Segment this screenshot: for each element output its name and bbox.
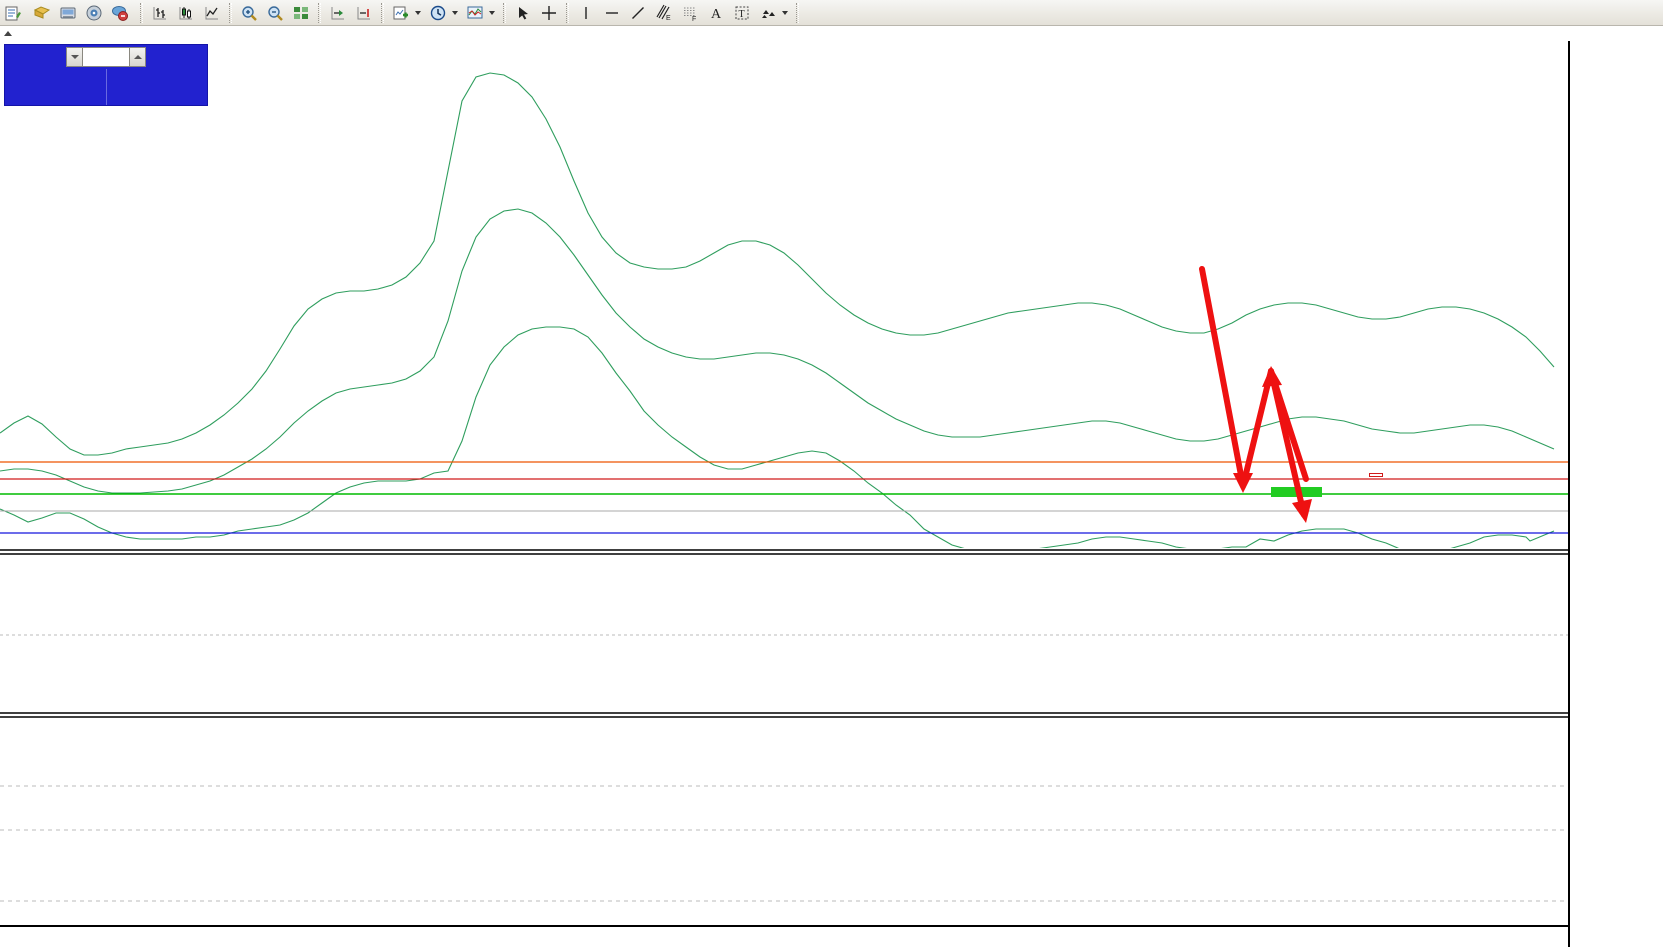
bollinger-lower-line [0, 326, 1555, 548]
volume-stepper[interactable] [66, 47, 146, 67]
time-axis[interactable] [0, 925, 1568, 947]
fibonacci-tool-button[interactable]: F [677, 1, 703, 25]
new-order-icon [4, 4, 22, 22]
collapse-triangle-icon[interactable] [4, 31, 12, 36]
one-click-trading-panel[interactable] [4, 44, 208, 106]
data-window-button[interactable] [55, 1, 81, 25]
bollinger-upper-line [0, 72, 1555, 456]
buy-button[interactable] [150, 48, 204, 67]
horizontal-line-tool-button[interactable] [599, 1, 625, 25]
line-chart-button[interactable] [199, 1, 225, 25]
sell-button[interactable] [8, 48, 62, 67]
new-order-button[interactable] [0, 1, 29, 25]
new-chart-icon [392, 4, 410, 22]
bollinger-middle-line [0, 208, 1555, 494]
shapes-tool-button[interactable] [755, 1, 792, 25]
text-icon: A [707, 4, 725, 22]
toolbar-separator [566, 2, 569, 23]
crosshair-icon [540, 4, 558, 22]
shapes-icon [759, 4, 777, 22]
indicator-button[interactable] [462, 1, 499, 25]
vertical-line-tool-button[interactable] [573, 1, 599, 25]
sell-price[interactable] [5, 69, 106, 105]
candlestick-chart-button[interactable] [173, 1, 199, 25]
rsi-pane [0, 785, 1568, 902]
volume-decrease-button[interactable] [66, 47, 83, 67]
svg-text:A: A [711, 7, 722, 22]
chevron-down-icon[interactable] [452, 10, 458, 15]
tile-windows-button[interactable] [288, 1, 314, 25]
price-axis[interactable] [1568, 41, 1663, 947]
toolbar-separator [503, 2, 506, 23]
toolbar-separator [381, 2, 384, 23]
toolbar-separator [140, 2, 143, 23]
main-toolbar: E F A T [0, 0, 1663, 26]
bar-chart-icon [151, 4, 169, 22]
equidistant-channel-tool-button[interactable]: E [651, 1, 677, 25]
arrowhead-down-2 [1292, 499, 1312, 523]
chevron-up-icon [133, 55, 142, 59]
folder-icon [33, 4, 51, 22]
toolbar-separator [318, 2, 321, 23]
price-pane [0, 72, 1568, 548]
tile-windows-icon [292, 4, 310, 22]
navigator-button[interactable] [81, 1, 107, 25]
toolbar-separator [229, 2, 232, 23]
equidistant-channel-icon: E [655, 4, 673, 22]
svg-text:E: E [666, 15, 671, 22]
cursor-tool-button[interactable] [510, 1, 536, 25]
zoom-in-icon [240, 4, 258, 22]
bar-chart-button[interactable] [147, 1, 173, 25]
chart-canvas[interactable] [0, 41, 1568, 947]
line-chart-icon [203, 4, 221, 22]
arrowhead-down-1 [1233, 473, 1253, 493]
crosshair-tool-button[interactable] [536, 1, 562, 25]
shift-end-icon [329, 4, 347, 22]
text-label-icon: T [733, 4, 751, 22]
chart-area[interactable] [0, 41, 1663, 947]
svg-text:F: F [692, 16, 696, 22]
cursor-icon [514, 4, 532, 22]
fibonacci-icon: F [681, 4, 699, 23]
price-callout-box [1369, 473, 1383, 477]
autotrade-icon [111, 4, 129, 22]
chevron-down-icon[interactable] [415, 10, 421, 15]
market-watch-button[interactable] [29, 1, 55, 25]
zoom-out-button[interactable] [262, 1, 288, 25]
buy-price[interactable] [105, 69, 208, 105]
chevron-down-icon [70, 55, 79, 59]
symbol-bar [0, 26, 1663, 41]
trade-panel-prices [5, 69, 207, 105]
trendline-tool-button[interactable] [625, 1, 651, 25]
trendline-icon [629, 4, 647, 22]
auto-scroll-icon [355, 4, 373, 22]
zoom-in-button[interactable] [236, 1, 262, 25]
shift-end-button[interactable] [325, 1, 351, 25]
period-button[interactable] [425, 1, 462, 25]
autotrade-button[interactable] [107, 1, 136, 25]
hline-icon [603, 4, 621, 22]
vline-icon [577, 4, 595, 22]
indicator-icon [466, 4, 484, 22]
candlestick-icon [177, 4, 195, 22]
volume-increase-button[interactable] [129, 47, 146, 67]
auto-scroll-button[interactable] [351, 1, 377, 25]
volume-input[interactable] [83, 47, 129, 67]
svg-text:T: T [739, 9, 745, 20]
period-icon [429, 4, 447, 22]
terminal-icon [59, 4, 77, 22]
navigator-icon [85, 4, 103, 22]
chevron-down-icon[interactable] [489, 10, 495, 15]
text-tool-button[interactable]: A [703, 1, 729, 25]
zoom-out-icon [266, 4, 284, 22]
forecast-arrow-last [1268, 368, 1307, 518]
text-label-tool-button[interactable]: T [729, 1, 755, 25]
chevron-down-icon[interactable] [782, 10, 788, 15]
new-chart-button[interactable] [388, 1, 425, 25]
toolbar-separator [796, 2, 799, 23]
trade-panel-header [5, 45, 207, 69]
